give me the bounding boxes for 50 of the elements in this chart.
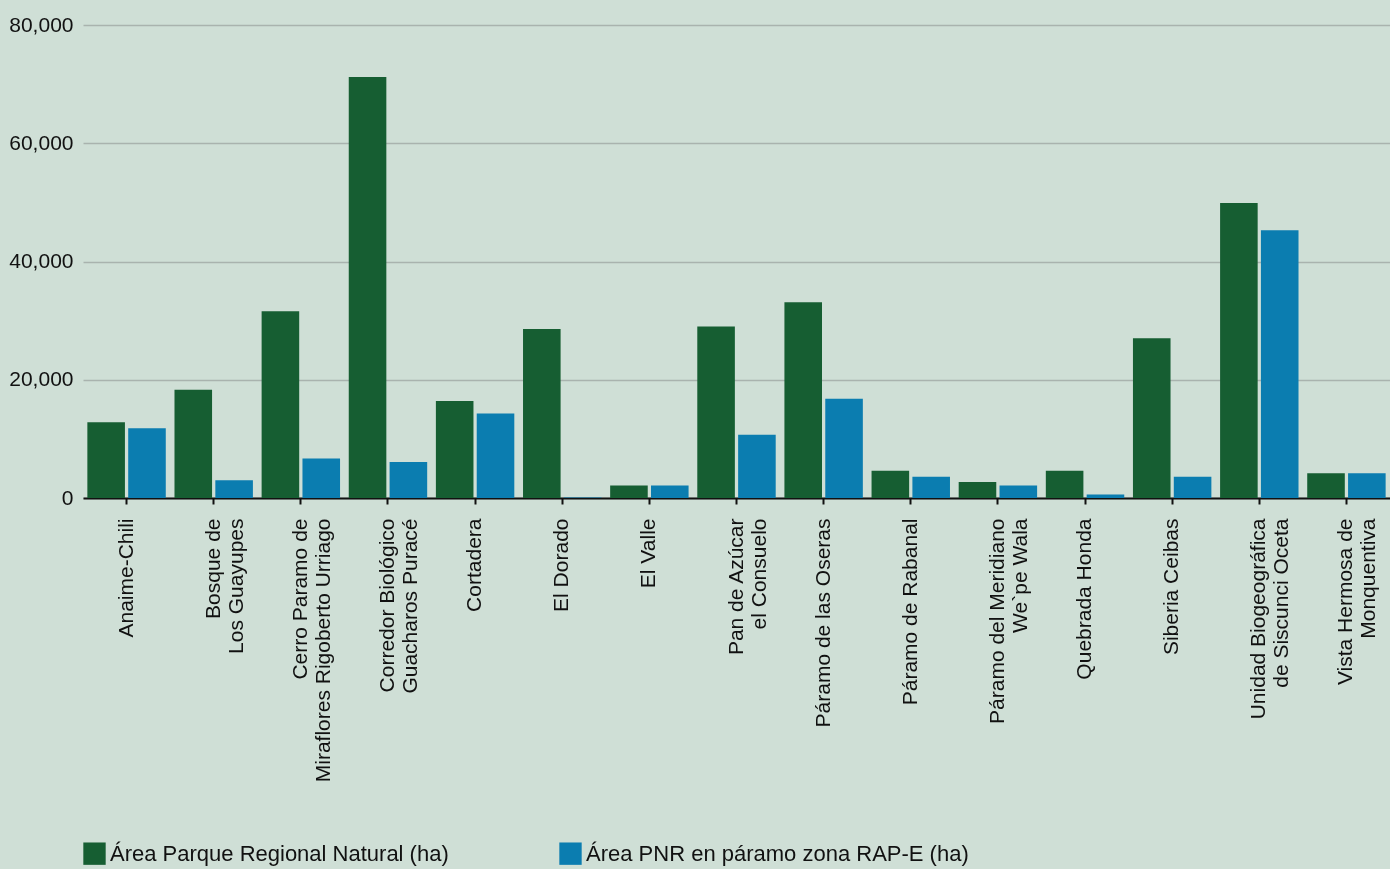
bar bbox=[825, 398, 863, 498]
bar bbox=[1260, 230, 1299, 498]
bar bbox=[912, 476, 950, 498]
bar bbox=[610, 485, 648, 498]
bar bbox=[1132, 338, 1171, 498]
x-tick-label: Cortadera bbox=[462, 518, 486, 612]
bar bbox=[1086, 494, 1125, 498]
bar bbox=[651, 485, 689, 498]
bar bbox=[389, 461, 428, 498]
bar bbox=[87, 422, 125, 498]
x-tick-label: Siberia Ceibas bbox=[1159, 518, 1183, 656]
x-tick-label: Páramo de Rabanal bbox=[897, 518, 921, 706]
x-tick-label: Unidad Biogeográfica de Siscunci Oceta bbox=[1246, 518, 1293, 720]
y-tick-label: 60,000 bbox=[9, 130, 74, 154]
bar bbox=[958, 482, 997, 498]
bar bbox=[302, 458, 341, 498]
bar bbox=[1348, 473, 1386, 498]
y-tick-label: 20,000 bbox=[9, 367, 74, 391]
bar bbox=[128, 428, 166, 498]
bar bbox=[435, 401, 474, 498]
bar bbox=[348, 77, 387, 498]
bar bbox=[1220, 202, 1258, 498]
bar bbox=[215, 480, 253, 498]
bar bbox=[1045, 470, 1084, 498]
bar bbox=[999, 485, 1038, 498]
bar bbox=[871, 470, 910, 498]
x-tick-label: El Valle bbox=[636, 518, 660, 589]
bar bbox=[476, 413, 515, 498]
x-tick-label: El Dorado bbox=[549, 518, 573, 612]
y-tick-label: 0 bbox=[61, 485, 74, 509]
legend-label: Área PNR en páramo zona RAP-E (ha) bbox=[586, 840, 969, 866]
x-tick-label: Páramo del Meridiano We`pe Wala bbox=[984, 518, 1031, 724]
x-tick-label: Quebrada Honda bbox=[1072, 518, 1096, 680]
x-tick-label: Anaime-Chili bbox=[113, 518, 137, 638]
bar bbox=[784, 302, 822, 498]
x-tick-label: Páramo de las Oseras bbox=[810, 518, 834, 728]
bar bbox=[1173, 476, 1212, 498]
bar bbox=[523, 328, 561, 498]
bar bbox=[697, 326, 735, 498]
x-tick-label: Bosque de Los Guayupes bbox=[200, 518, 247, 654]
legend-label: Área Parque Regional Natural (ha) bbox=[110, 840, 449, 866]
y-tick-label: 80,000 bbox=[9, 12, 74, 36]
bar bbox=[1307, 473, 1345, 498]
x-tick-label: Cerro Paramo de Miraflores Rigoberto Urriago bbox=[287, 518, 334, 783]
bar bbox=[261, 311, 300, 498]
bar bbox=[174, 389, 213, 498]
y-tick-label: 40,000 bbox=[9, 249, 74, 272]
x-tick-label: Pan de Azúcar el Consuelo bbox=[723, 518, 770, 656]
x-tick-label: Corredor Biológico Guacharos Puracé bbox=[374, 518, 421, 694]
bar bbox=[738, 434, 776, 498]
